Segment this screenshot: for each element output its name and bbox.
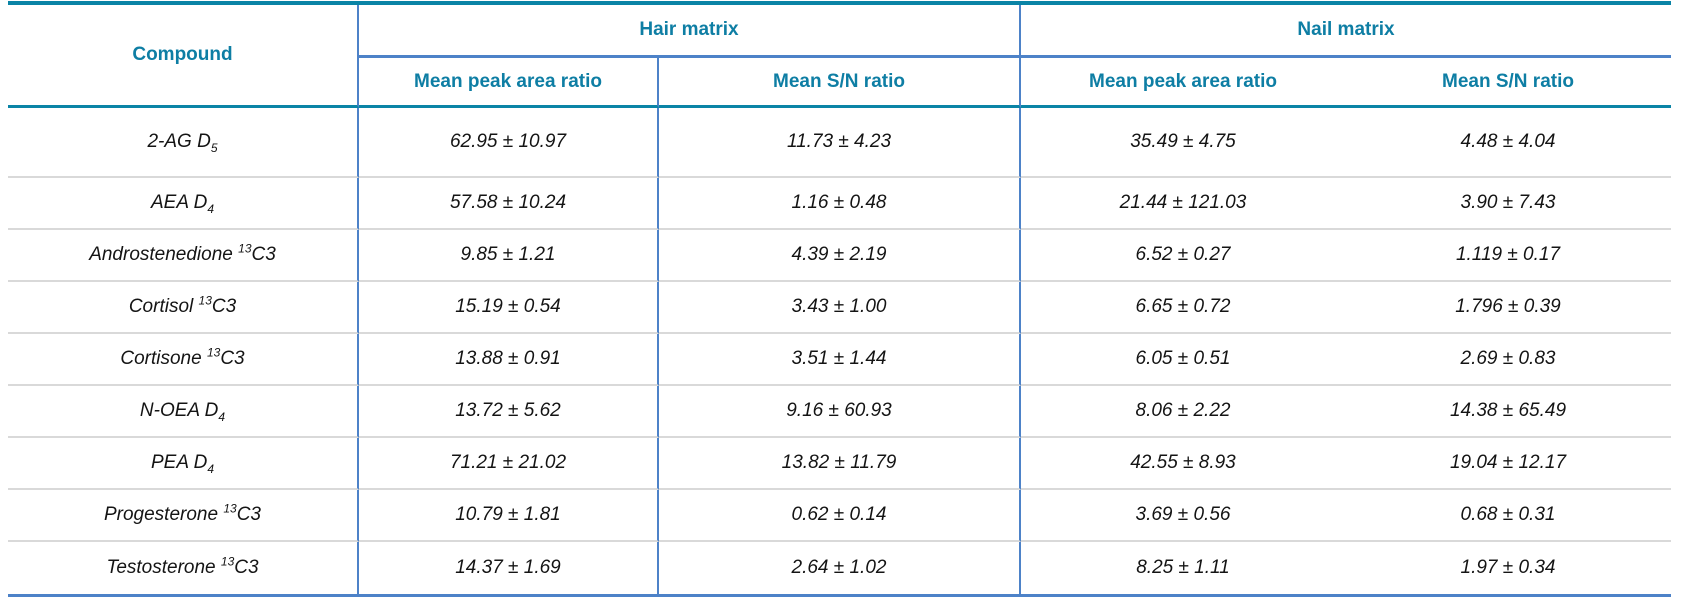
- table-cell: 13.82 ± 11.79: [659, 438, 1021, 490]
- column-header-hair-sn: Mean S/N ratio: [659, 58, 1021, 108]
- table-cell: 3.43 ± 1.00: [659, 282, 1021, 334]
- table-cell: 9.16 ± 60.93: [659, 386, 1021, 438]
- table-cell: 6.65 ± 0.72: [1021, 282, 1345, 334]
- compound-cell: 2-AG D5: [8, 108, 359, 178]
- table-cell: 14.37 ± 1.69: [359, 542, 659, 594]
- table-cell: 71.21 ± 21.02: [359, 438, 659, 490]
- compound-cell: PEA D4: [8, 438, 359, 490]
- table-cell: 9.85 ± 1.21: [359, 230, 659, 282]
- table-cell: 1.97 ± 0.34: [1460, 557, 1556, 578]
- table-cell: 1.796 ± 0.39: [1345, 282, 1671, 334]
- table-cell: 10.79 ± 1.81: [359, 490, 659, 542]
- table-cell: 0.62 ± 0.14: [659, 490, 1021, 542]
- compound-cell: Testosterone 13C3: [8, 542, 359, 594]
- table-cell: 57.58 ± 10.24: [359, 178, 659, 230]
- table-cell: 6.52 ± 0.27: [1021, 230, 1345, 282]
- table-cell: 3.51 ± 1.44: [659, 334, 1021, 386]
- table-cell: 4.39 ± 2.19: [659, 230, 1021, 282]
- table-cell: 2.64 ± 1.02: [659, 542, 1021, 594]
- table-cell: 62.95 ± 10.97: [359, 108, 659, 178]
- table-cell: 11.73 ± 4.23: [659, 108, 1021, 178]
- table-cell: 14.38 ± 65.49: [1345, 386, 1671, 438]
- group-header-nail-matrix: Nail matrix: [1021, 5, 1671, 58]
- table-cell: 42.55 ± 8.93: [1021, 438, 1345, 490]
- table-cell: 3.69 ± 0.56: [1021, 490, 1345, 542]
- table-cell: 1.119 ± 0.17: [1345, 230, 1671, 282]
- table-cell: 3.90 ± 7.43: [1345, 178, 1671, 230]
- table-cell: 13.72 ± 5.62: [359, 386, 659, 438]
- column-header-hair-peak-area: Mean peak area ratio: [359, 58, 659, 108]
- table-cell: 35.49 ± 4.75: [1021, 108, 1345, 178]
- table-cell: 4.48 ± 4.04: [1345, 108, 1671, 178]
- table-cell: 2.69 ± 0.83: [1345, 334, 1671, 386]
- table-cell: 1.16 ± 0.48: [659, 178, 1021, 230]
- compound-cell: Progesterone 13C3: [8, 490, 359, 542]
- table-cell: 0.68 ± 0.31: [1345, 490, 1671, 542]
- compound-cell: N-OEA D4: [8, 386, 359, 438]
- table-cell: 21.44 ± 121.03: [1021, 178, 1345, 230]
- table-cell: 8.25 ± 1.11: [1136, 557, 1230, 578]
- compound-cell: Cortisol 13C3: [8, 282, 359, 334]
- compound-cell: Cortisone 13C3: [8, 334, 359, 386]
- table-cell: 13.88 ± 0.91: [359, 334, 659, 386]
- group-header-hair-matrix: Hair matrix: [359, 5, 1021, 58]
- table-cell: 15.19 ± 0.54: [359, 282, 659, 334]
- table-cell: 19.04 ± 12.17: [1345, 438, 1671, 490]
- column-header-nail-sn: Mean S/N ratio: [1345, 58, 1671, 108]
- compound-cell: AEA D4: [8, 178, 359, 230]
- table-cell: 8.06 ± 2.22: [1021, 386, 1345, 438]
- column-header-nail-peak-area: Mean peak area ratio: [1021, 58, 1345, 108]
- results-table: Compound Hair matrix Nail matrix Mean pe…: [8, 1, 1671, 597]
- compound-cell: Androstenedione 13C3: [8, 230, 359, 282]
- column-header-compound: Compound: [8, 5, 359, 108]
- table-cell: 6.05 ± 0.51: [1021, 334, 1345, 386]
